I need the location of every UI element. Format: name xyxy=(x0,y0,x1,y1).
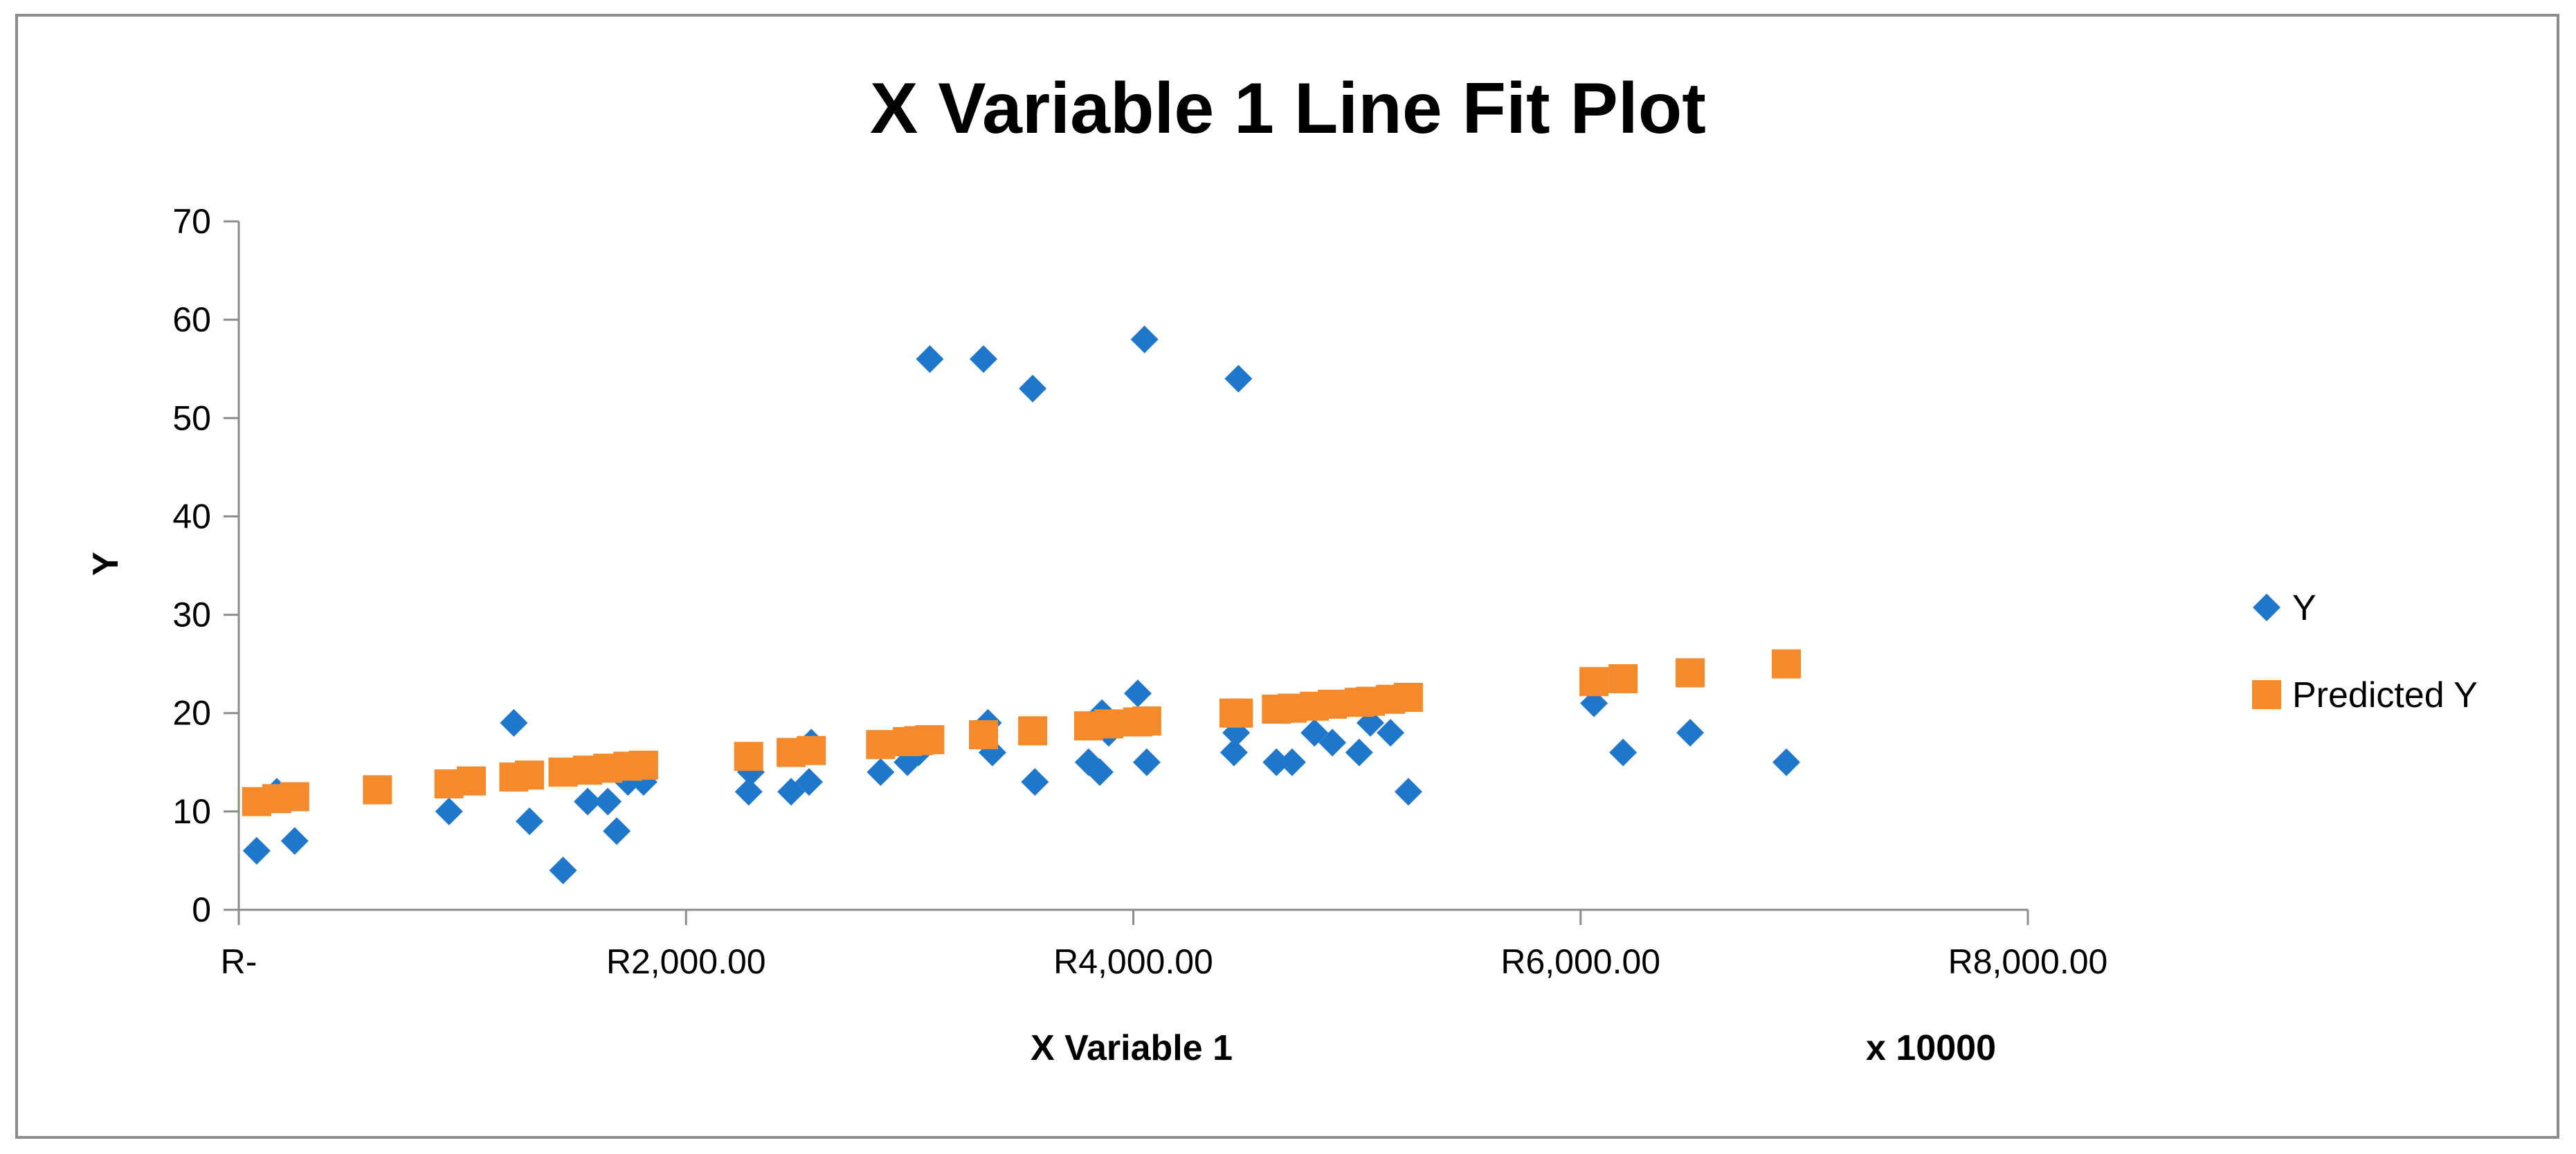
y-point xyxy=(1318,729,1347,757)
y-point xyxy=(603,817,631,845)
y-point xyxy=(1123,679,1152,708)
y-point xyxy=(1132,748,1161,776)
predicted-y-point xyxy=(1094,709,1123,739)
y-point xyxy=(1262,748,1291,776)
predicted-y-point xyxy=(915,725,945,755)
series-predicted-y xyxy=(242,649,1802,816)
x-axis-title: X Variable 1 xyxy=(1031,1028,1233,1068)
y-point xyxy=(1345,738,1373,767)
y-point xyxy=(1676,719,1705,747)
x-tick-label: R8,000.00 xyxy=(1948,942,2108,981)
y-point xyxy=(1300,719,1329,747)
x-tick-label: R- xyxy=(221,942,257,981)
y-point xyxy=(1019,374,1047,403)
y-point xyxy=(594,787,622,816)
predicted-y-point xyxy=(734,742,763,771)
y-point xyxy=(1219,738,1248,767)
legend-predicted-y-marker xyxy=(2252,680,2281,709)
predicted-y-point xyxy=(1772,649,1802,679)
y-point xyxy=(867,758,895,786)
y-point xyxy=(1609,738,1638,767)
y-point xyxy=(435,797,463,825)
y-tick-label: 10 xyxy=(172,792,211,831)
legend: Y Predicted Y xyxy=(2252,588,2478,715)
predicted-y-point xyxy=(866,730,896,760)
y-point xyxy=(516,807,544,836)
predicted-y-point xyxy=(797,735,826,765)
y-point xyxy=(734,778,763,806)
y-point xyxy=(1130,325,1159,354)
y-point xyxy=(1772,748,1801,776)
predicted-y-point xyxy=(1318,689,1348,719)
predicted-y-point xyxy=(1676,658,1705,688)
y-axis-title: Y xyxy=(86,552,126,576)
predicted-y-point xyxy=(457,766,487,796)
y-point xyxy=(242,836,271,865)
y-point xyxy=(574,787,602,816)
y-tick-label: 20 xyxy=(172,694,211,733)
y-tick-label: 30 xyxy=(172,596,211,634)
legend-y-label: Y xyxy=(2292,588,2316,628)
x-tick-label: R2,000.00 xyxy=(606,942,766,981)
predicted-y-point xyxy=(515,760,545,790)
y-point xyxy=(500,708,528,737)
x-tick-label: R4,000.00 xyxy=(1053,942,1213,981)
x-axis-unit-label: x 10000 xyxy=(1866,1028,1996,1068)
y-tick-label: 0 xyxy=(192,890,211,929)
x-tick-label: R6,000.00 xyxy=(1500,942,1660,981)
y-tick-label: 60 xyxy=(172,300,211,339)
y-point xyxy=(970,345,998,373)
y-point xyxy=(1394,778,1422,806)
y-point xyxy=(1086,758,1114,786)
predicted-y-point xyxy=(1132,706,1161,736)
legend-y-marker xyxy=(2253,594,2280,621)
chart-border xyxy=(15,14,2559,1139)
predicted-y-point xyxy=(1018,716,1048,746)
predicted-y-point xyxy=(628,751,658,780)
predicted-y-point xyxy=(1224,698,1253,728)
y-tick-label: 70 xyxy=(172,202,211,241)
predicted-y-point xyxy=(969,720,999,749)
predicted-y-point xyxy=(1393,682,1423,712)
predicted-y-point xyxy=(548,758,578,787)
y-point xyxy=(1224,365,1253,393)
y-point xyxy=(777,778,806,806)
axes: 0 10 20 30 40 50 60 70 R- R2,000.00 R4,000.00 R6,00… xyxy=(172,202,2107,981)
legend-predicted-y-label: Predicted Y xyxy=(2292,675,2478,715)
y-tick-label: 40 xyxy=(172,497,211,535)
y-point xyxy=(795,768,823,796)
predicted-y-point xyxy=(280,782,309,812)
y-point xyxy=(1021,768,1049,796)
predicted-y-point xyxy=(1608,663,1638,693)
y-point xyxy=(1377,719,1405,747)
predicted-y-point xyxy=(363,775,392,805)
y-point xyxy=(916,345,944,373)
y-tick-label: 50 xyxy=(172,399,211,437)
predicted-y-point xyxy=(1579,667,1609,697)
y-point xyxy=(280,827,309,855)
y-point xyxy=(1278,748,1306,776)
y-point xyxy=(1580,689,1608,717)
y-point xyxy=(549,857,577,885)
chart-title: X Variable 1 Line Fit Plot xyxy=(870,68,1706,149)
